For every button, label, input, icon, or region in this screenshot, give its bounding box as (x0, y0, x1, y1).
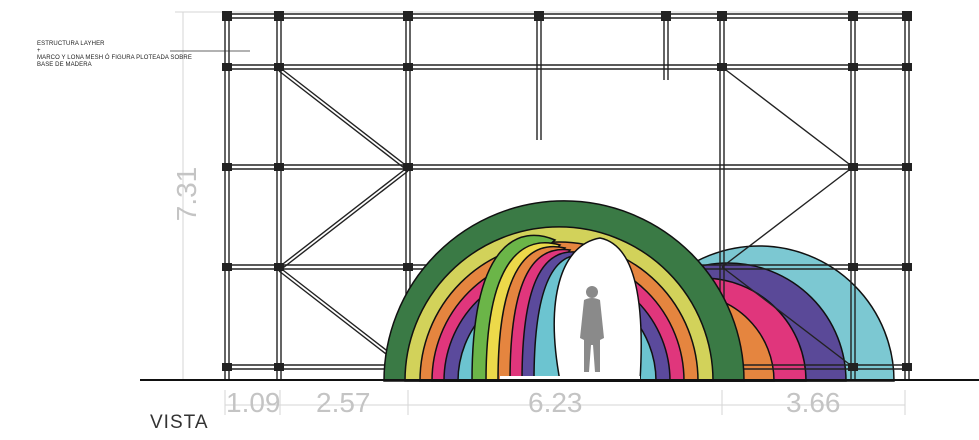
height-dimension: 7.31 (171, 166, 202, 222)
width-dimension-3: 6.23 (528, 387, 583, 418)
front-rainbow-arch (383, 200, 745, 382)
note-line-3: MARCO Y LONA MESH Ó FIGURA PLOTEADA SOBR… (37, 55, 192, 61)
human-scale-figure (580, 286, 604, 372)
width-dimension-1: 1.09 (226, 387, 281, 418)
scaffold-frame (222, 12, 912, 380)
width-dimension-4: 3.66 (786, 387, 841, 418)
note-line-1: ESTRUCTURA LAYHER (37, 41, 105, 47)
note-line-4: BASE DE MADERA (37, 62, 92, 68)
width-dimension-2: 2.57 (316, 387, 371, 418)
scaffold-joints (222, 11, 912, 371)
view-label: VISTA (150, 412, 209, 433)
note-line-2: + (37, 48, 41, 54)
